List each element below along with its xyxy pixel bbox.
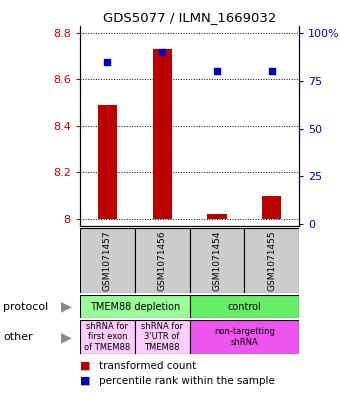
Bar bbox=[244, 228, 299, 293]
Text: ▶: ▶ bbox=[61, 330, 72, 344]
Text: ▶: ▶ bbox=[61, 299, 72, 314]
Bar bbox=[153, 49, 172, 219]
Text: other: other bbox=[3, 332, 33, 342]
Text: ■: ■ bbox=[80, 361, 90, 371]
Text: ■: ■ bbox=[80, 376, 90, 386]
Text: percentile rank within the sample: percentile rank within the sample bbox=[99, 376, 274, 386]
Point bbox=[214, 68, 220, 75]
Text: GSM1071457: GSM1071457 bbox=[103, 230, 112, 291]
Point bbox=[105, 59, 110, 65]
Bar bbox=[80, 320, 135, 354]
Text: TMEM88 depletion: TMEM88 depletion bbox=[90, 301, 180, 312]
Bar bbox=[135, 320, 190, 354]
Bar bbox=[207, 214, 226, 219]
Text: shRNA for
3'UTR of
TMEM88: shRNA for 3'UTR of TMEM88 bbox=[141, 322, 183, 352]
Bar bbox=[190, 228, 244, 293]
Bar bbox=[80, 228, 135, 293]
Text: GSM1071454: GSM1071454 bbox=[212, 230, 221, 290]
Bar bbox=[135, 228, 190, 293]
Title: GDS5077 / ILMN_1669032: GDS5077 / ILMN_1669032 bbox=[103, 11, 276, 24]
Bar bbox=[190, 320, 299, 354]
Bar bbox=[262, 196, 282, 219]
Text: non-targetting
shRNA: non-targetting shRNA bbox=[214, 327, 275, 347]
Point bbox=[159, 49, 165, 55]
Text: transformed count: transformed count bbox=[99, 361, 196, 371]
Text: GSM1071456: GSM1071456 bbox=[158, 230, 167, 291]
Bar bbox=[98, 105, 117, 219]
Text: GSM1071455: GSM1071455 bbox=[267, 230, 276, 291]
Text: shRNA for
first exon
of TMEM88: shRNA for first exon of TMEM88 bbox=[84, 322, 131, 352]
Text: control: control bbox=[227, 301, 261, 312]
Point bbox=[269, 68, 274, 75]
Bar bbox=[190, 295, 299, 318]
Text: protocol: protocol bbox=[3, 301, 49, 312]
Bar bbox=[80, 295, 190, 318]
